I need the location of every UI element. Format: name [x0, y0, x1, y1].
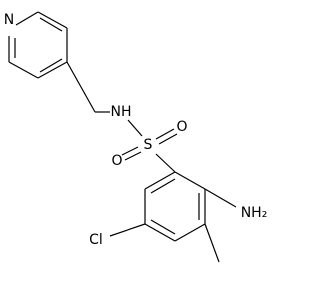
atom-label: O [176, 119, 187, 135]
bond [155, 128, 175, 140]
bond [204, 188, 237, 208]
bond [109, 223, 146, 237]
bond [150, 219, 176, 235]
bonds [8, 11, 237, 263]
bond [158, 133, 178, 145]
bond [144, 171, 176, 190]
bond [150, 178, 176, 194]
bond [66, 61, 96, 113]
atom-label: S [144, 137, 153, 153]
atom-label: NH₂ [241, 205, 268, 221]
bond [37, 61, 68, 79]
atom-label: NH [111, 104, 132, 120]
bond [144, 223, 176, 242]
bond [15, 11, 39, 26]
atom-label: Cl [89, 232, 103, 248]
bond [174, 171, 206, 190]
bond [39, 58, 63, 73]
bond [124, 151, 142, 161]
bond [121, 146, 139, 156]
bond [8, 61, 39, 79]
bond [127, 119, 143, 137]
bond [204, 223, 220, 263]
atom-label: O [111, 153, 122, 169]
atom-label: N [4, 12, 14, 28]
bond [37, 11, 68, 29]
bond [39, 17, 63, 32]
bond [174, 223, 206, 242]
structure-diagram: N NH S O O NH₂ Cl [4, 11, 268, 263]
bond [155, 153, 176, 173]
